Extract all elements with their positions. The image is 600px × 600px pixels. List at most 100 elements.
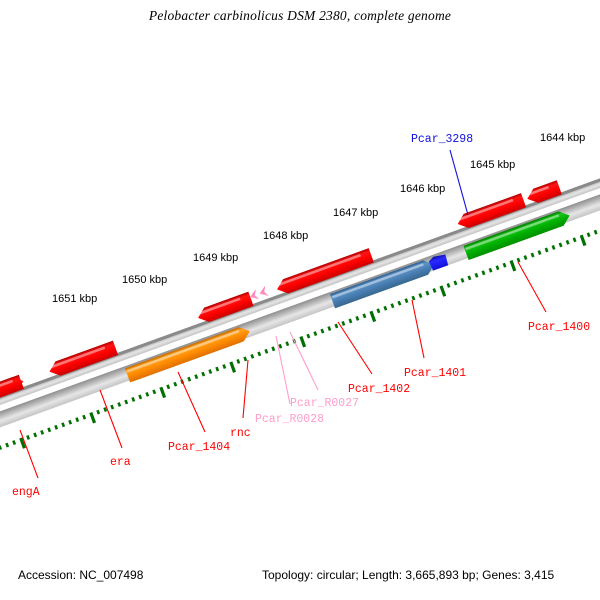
feature-label-rnc[interactable]: rnc: [230, 427, 251, 440]
ruler-tick-minor: [264, 348, 269, 354]
ruler-tick-minor: [474, 272, 479, 278]
status-bar: Accession: NC_007498 Topology: circular;…: [0, 568, 600, 592]
ruler-tick-minor: [446, 283, 451, 288]
ruler-tick-minor: [593, 229, 598, 235]
ruler-tick-minor: [271, 346, 276, 352]
feature-label-Pcar_1402[interactable]: Pcar_1402: [348, 383, 410, 396]
feature-gloss: [331, 263, 424, 299]
feature-cds-red-upper-right-2[interactable]: [525, 180, 562, 206]
ruler-tick-minor: [82, 414, 87, 420]
feature-glyph[interactable]: [0, 374, 26, 413]
feature-label-Pcar_1400[interactable]: Pcar_1400: [528, 321, 590, 334]
ruler-tick-minor: [418, 293, 423, 298]
ruler-tick-major: [19, 437, 26, 449]
ruler-tick-minor: [236, 359, 241, 364]
feature-Pcar_R0028[interactable]: [248, 289, 260, 302]
ruler-label: 1644 kbp: [540, 132, 585, 144]
ruler-tick-minor: [495, 265, 500, 271]
ruler-label: 1649 kbp: [193, 252, 238, 264]
ruler-tick-minor: [586, 232, 591, 238]
ruler-tick-minor: [96, 409, 101, 415]
feature-Pcar_1401[interactable]: [329, 257, 437, 309]
ruler-label: 1647 kbp: [333, 207, 378, 219]
feature-glyph[interactable]: [525, 180, 562, 206]
feature-label-Pcar_1401[interactable]: Pcar_1401: [404, 367, 466, 380]
leader-line-Pcar_1400: [517, 261, 547, 313]
ruler-tick-minor: [40, 429, 45, 435]
feature-Pcar_1402[interactable]: [275, 248, 374, 296]
ruler-tick-minor: [124, 399, 129, 405]
ruler-tick-minor: [47, 427, 52, 433]
ruler-tick-minor: [523, 255, 528, 261]
ruler-tick-minor: [327, 326, 332, 331]
feature-label-Pcar_1404[interactable]: Pcar_1404: [168, 441, 230, 454]
feature-glyph[interactable]: [463, 208, 573, 260]
feature-glyph[interactable]: [275, 248, 374, 296]
feature-gloss: [48, 346, 106, 369]
feature-glyph[interactable]: [196, 291, 254, 325]
ruler-tick-minor: [390, 303, 395, 309]
ruler-tick-minor: [61, 422, 66, 428]
ruler-tick-minor: [131, 397, 136, 402]
ruler-tick-minor: [54, 424, 59, 430]
ruler-tick-minor: [250, 353, 255, 359]
feature-glyph[interactable]: [124, 324, 252, 383]
feature-Pcar_R0027[interactable]: [258, 285, 269, 299]
feature-Pcar_1400[interactable]: [463, 208, 573, 260]
page-title: Pelobacter carbinolicus DSM 2380, comple…: [148, 8, 452, 23]
leader-line-Pcar_R0028: [275, 335, 291, 405]
ruler-tick-minor: [243, 356, 248, 362]
feature-Pcar_3298[interactable]: [428, 253, 449, 271]
ruler-tick-minor: [404, 298, 409, 304]
feature-glyph[interactable]: [47, 340, 118, 379]
ruler-tick-minor: [257, 351, 262, 357]
ruler-tick-minor: [341, 321, 346, 326]
ruler-tick-minor: [187, 376, 192, 382]
ruler-tick-minor: [313, 331, 318, 337]
feature-glyph[interactable]: [248, 289, 260, 302]
ruler-label: 1645 kbp: [470, 159, 515, 171]
ruler-tick-major: [159, 386, 167, 399]
feature-era[interactable]: [47, 340, 118, 379]
feature-glyph[interactable]: [428, 253, 449, 271]
ruler-tick-minor: [320, 328, 325, 334]
feature-label-engA[interactable]: engA: [12, 486, 40, 499]
ruler-tick-minor: [502, 262, 507, 268]
feature-engA[interactable]: [0, 374, 26, 413]
ruler-tick-minor: [194, 374, 199, 380]
feature-glyph[interactable]: [258, 285, 269, 299]
feature-Pcar_1404[interactable]: [124, 324, 252, 383]
feature-gloss: [456, 198, 514, 222]
ruler-label: 1650 kbp: [122, 274, 167, 286]
label-leaders-layer: [19, 149, 547, 479]
features-layer[interactable]: [0, 180, 572, 447]
feature-glyph[interactable]: [329, 257, 437, 309]
ruler-tick-minor: [551, 245, 556, 250]
feature-cds-red-upper-right-1[interactable]: [455, 193, 527, 231]
feature-label-era[interactable]: era: [110, 456, 131, 469]
ruler-tick-minor: [411, 295, 416, 301]
feature-label-Pcar_R0027[interactable]: Pcar_R0027: [290, 397, 359, 410]
feature-gloss: [126, 329, 240, 373]
ruler-tick-major: [89, 412, 97, 424]
genome-axis-group: [0, 165, 600, 452]
ruler-tick-minor: [33, 432, 38, 438]
feature-gloss: [276, 253, 361, 287]
ruler-tick-minor: [348, 318, 353, 324]
ruler-tick-minor: [145, 391, 150, 397]
feature-rnc[interactable]: [196, 291, 254, 325]
ruler-tick-minor: [103, 407, 108, 413]
ruler-label: 1651 kbp: [52, 293, 97, 305]
feature-glyph[interactable]: [455, 193, 527, 231]
feature-labels-layer[interactable]: engAeraPcar_1404rncPcar_R0028Pcar_R0027P…: [12, 133, 590, 499]
leader-line-rnc: [242, 359, 249, 419]
leader-line-era: [99, 389, 123, 449]
ruler-tick-minor: [565, 239, 570, 245]
feature-label-Pcar_R0028[interactable]: Pcar_R0028: [255, 413, 324, 426]
ruler-tick-minor: [530, 252, 535, 258]
genome-summary-text: Topology: circular; Length: 3,665,893 bp…: [262, 568, 555, 582]
feature-label-Pcar_3298[interactable]: Pcar_3298: [411, 133, 473, 146]
accession-text: Accession: NC_007498: [18, 568, 144, 582]
feature-gloss: [526, 185, 550, 197]
